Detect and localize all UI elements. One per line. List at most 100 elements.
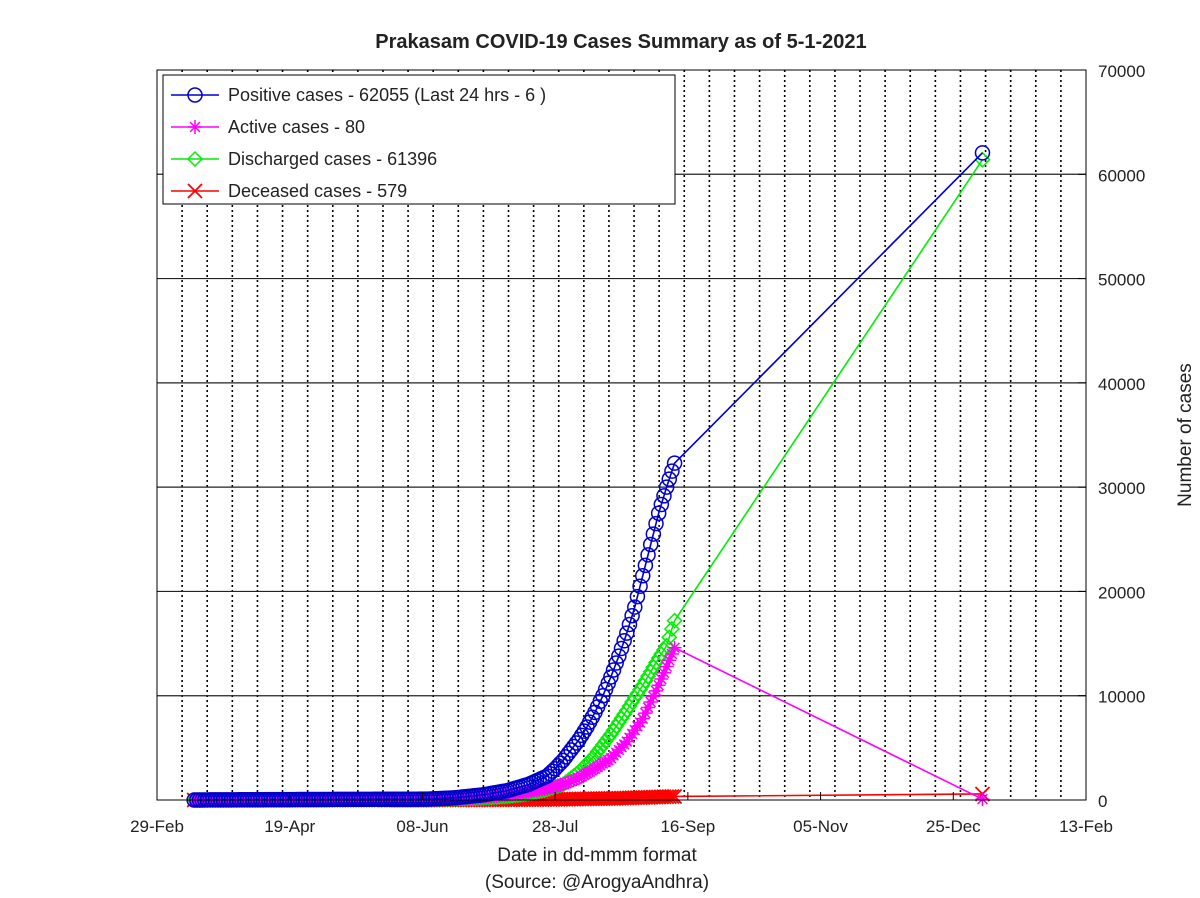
- legend-label: Active cases - 80: [228, 117, 365, 137]
- data-point: [646, 689, 661, 704]
- data-point: [975, 792, 990, 807]
- legend-marker: [187, 183, 203, 199]
- data-point: [605, 662, 622, 678]
- data-point: [621, 616, 638, 633]
- data-point: [654, 672, 669, 687]
- data-point: [637, 557, 654, 574]
- data-point: [653, 496, 670, 513]
- x-tick-label: 08-Jun: [396, 817, 448, 836]
- y-tick-label: 60000: [1098, 166, 1145, 185]
- data-point: [661, 471, 678, 487]
- data-point: [632, 578, 648, 594]
- data-point: [574, 769, 589, 784]
- data-point: [594, 736, 611, 753]
- data-point: [577, 767, 592, 782]
- data-point: [568, 735, 585, 751]
- data-point: [616, 633, 632, 649]
- data-point: [619, 625, 635, 641]
- data-point: [640, 547, 656, 563]
- data-point: [629, 588, 646, 605]
- legend-marker: [186, 150, 204, 168]
- x-tick-label: 16-Sep: [660, 817, 715, 836]
- data-point: [666, 788, 683, 805]
- data-point: [603, 669, 619, 685]
- plot-frame: [156, 69, 1087, 801]
- data-point: [630, 719, 645, 734]
- data-point: [569, 772, 584, 787]
- data-point: [634, 568, 651, 584]
- data-point: [624, 608, 640, 624]
- data-point: [556, 777, 571, 792]
- y-tick-label: 20000: [1098, 583, 1145, 602]
- data-point: [625, 726, 640, 741]
- data-point: [566, 773, 581, 788]
- data-point: [592, 740, 609, 757]
- y-tick-label: 50000: [1098, 271, 1145, 290]
- data-point: [611, 648, 627, 664]
- x-tick-label: 19-Apr: [264, 817, 315, 836]
- x-axis-label: Date in dd-mmm format: [497, 845, 697, 866]
- data-point: [597, 733, 614, 750]
- data-point: [571, 731, 587, 748]
- x-tick-label: 25-Dec: [926, 817, 981, 836]
- legend: Positive cases - 62055 (Last 24 hrs - 6 …: [162, 74, 676, 205]
- legend-label: Discharged cases - 61396: [228, 149, 437, 169]
- x-tick-label: 05-Nov: [793, 817, 848, 836]
- data-point: [643, 694, 658, 709]
- data-point: [627, 723, 642, 738]
- series-line: [194, 159, 984, 801]
- legend-label: Deceased cases - 579: [228, 181, 407, 201]
- data-point: [664, 463, 680, 479]
- data-point: [579, 766, 594, 781]
- y-tick-label: 40000: [1098, 375, 1145, 394]
- series-line: [194, 152, 984, 801]
- data-point: [661, 788, 677, 805]
- x-tick-label: 28-Jul: [532, 817, 578, 836]
- y-tick-label: 70000: [1098, 62, 1145, 81]
- data-point: [633, 715, 648, 730]
- data-point: [613, 640, 630, 657]
- x-tick-label: 29-Feb: [130, 817, 184, 836]
- data-point: [564, 774, 579, 789]
- data-point: [664, 788, 680, 805]
- data-point: [561, 775, 576, 790]
- data-point: [544, 763, 561, 779]
- axes: 29-Feb 19-Apr 08-Jun 28-Jul 16-Sep 05-Nov 25-D…: [130, 62, 1145, 836]
- data-point: [558, 776, 573, 791]
- data-point: [600, 729, 617, 746]
- data-point: [550, 758, 566, 774]
- source-label: (Source: @ArogyaAndhra): [485, 872, 709, 893]
- data-point: [641, 700, 656, 715]
- data-point: [651, 678, 666, 693]
- data-point: [572, 771, 587, 786]
- data-point: [974, 145, 991, 161]
- legend-marker: [188, 120, 202, 134]
- data-point: [658, 479, 675, 495]
- data-point: [608, 655, 624, 671]
- data-point: [666, 455, 683, 471]
- data-point: [619, 734, 634, 749]
- y-tick-label: 0: [1098, 792, 1107, 811]
- data-point: [573, 727, 590, 744]
- data-point: [656, 488, 672, 504]
- data-point: [622, 730, 637, 745]
- data-point: [659, 659, 674, 674]
- y-tick-label: 30000: [1098, 479, 1145, 498]
- data-point: [649, 683, 664, 698]
- data-point: [645, 526, 662, 542]
- data-point: [664, 647, 679, 661]
- data-point: [650, 505, 667, 521]
- data-point: [635, 711, 650, 726]
- data-point: [662, 653, 677, 668]
- data-point: [582, 764, 597, 779]
- data-point: [648, 515, 664, 532]
- data-point: [638, 706, 653, 721]
- data-point: [666, 612, 683, 629]
- grid: [157, 70, 1086, 800]
- data-point: [642, 536, 659, 553]
- x-tick-label: 13-Feb: [1059, 817, 1113, 836]
- legend-label: Positive cases - 62055 (Last 24 hrs - 6 …: [228, 85, 546, 105]
- data-point: [627, 599, 643, 615]
- data-point: [547, 760, 563, 777]
